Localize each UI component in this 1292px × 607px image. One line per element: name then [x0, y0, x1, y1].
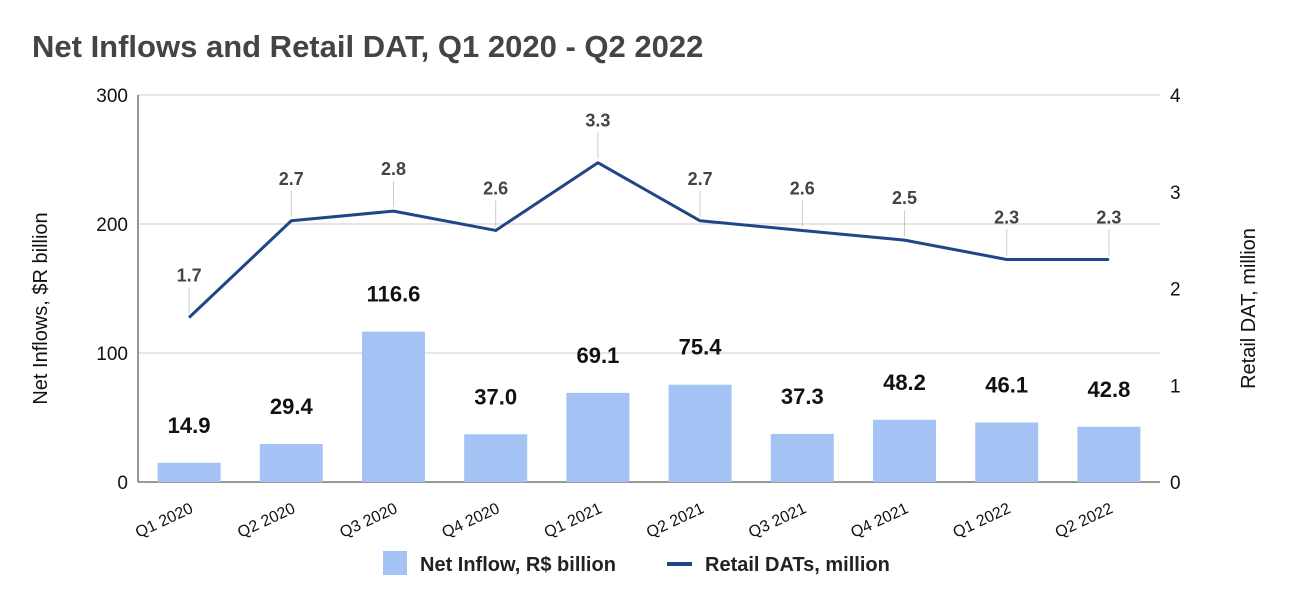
y-right-tick-label: 0 — [1170, 473, 1181, 494]
bar-value-label: 46.1 — [985, 373, 1028, 398]
line-value-label: 3.3 — [585, 111, 610, 131]
line-point — [1108, 258, 1110, 260]
bar-value-label: 48.2 — [883, 370, 926, 395]
y-left-tick-label: 100 — [96, 344, 128, 365]
x-tick-label: Q1 2020 — [133, 500, 196, 541]
line-point — [393, 210, 394, 212]
line-point — [495, 229, 497, 231]
y-left-axis-title: Net Inflows, $R billion — [30, 212, 52, 404]
line-value-label: 2.5 — [892, 188, 917, 208]
bar — [362, 331, 425, 482]
data-labels: 14.9 29.4 116.6 37.0 69.1 75.4 37.3 48.2 46.1 42.… — [168, 111, 1131, 438]
line-value-label: 2.3 — [994, 207, 1019, 227]
bar-value-label: 42.8 — [1087, 377, 1130, 402]
line-point — [904, 239, 905, 241]
x-tick-label: Q1 2021 — [542, 500, 605, 541]
line-point — [597, 162, 599, 164]
x-tick-label: Q2 2022 — [1053, 500, 1116, 541]
line-point — [699, 220, 701, 222]
bar-value-label: 116.6 — [367, 282, 421, 307]
bar — [873, 419, 936, 482]
chart-title: Net Inflows and Retail DAT, Q1 2020 - Q2… — [32, 29, 703, 64]
y-right-tick-label: 1 — [1170, 376, 1181, 397]
bar-value-label: 14.9 — [168, 413, 211, 438]
bar — [566, 392, 630, 482]
x-tick-label: Q2 2020 — [235, 500, 298, 541]
line-point — [1006, 258, 1008, 260]
y-left-tick-label: 300 — [96, 86, 128, 107]
line-series — [188, 161, 1110, 319]
line-value-label: 2.8 — [381, 159, 406, 179]
line-value-label: 2.6 — [790, 178, 815, 198]
line-path — [188, 161, 1109, 319]
legend-label-bar: Net Inflow, R$ billion — [420, 554, 616, 576]
line-value-label: 2.7 — [279, 169, 304, 189]
legend: Net Inflow, R$ billion Retail DATs, milli… — [383, 551, 890, 576]
bar-value-label: 37.0 — [474, 384, 517, 409]
y-right-tick-label: 2 — [1170, 280, 1181, 301]
line-value-label: 1.7 — [177, 266, 202, 286]
bar — [668, 384, 732, 482]
line-value-label: 2.3 — [1096, 207, 1121, 227]
bar-value-label: 69.1 — [576, 343, 619, 368]
y-left-tick-label: 0 — [117, 473, 128, 494]
x-tick-label: Q1 2022 — [951, 500, 1014, 541]
x-tick-label: Q2 2021 — [644, 500, 707, 541]
bar-value-label: 29.4 — [270, 394, 314, 419]
bar — [464, 434, 528, 482]
y-right-axis-title: Retail DAT, million — [1238, 228, 1260, 389]
line-value-label: 2.7 — [688, 169, 713, 189]
y-right-tick-label: 4 — [1170, 86, 1181, 107]
bar-value-label: 75.4 — [679, 335, 723, 360]
y-left-tick-label: 200 — [96, 215, 128, 236]
x-tick-label: Q4 2021 — [848, 500, 911, 541]
line-point — [801, 229, 803, 231]
x-tick-label: Q4 2020 — [440, 500, 503, 541]
bar — [1077, 426, 1141, 482]
bar — [157, 462, 221, 482]
line-point — [290, 220, 292, 222]
line-point — [188, 317, 190, 319]
legend-swatch-bar — [383, 551, 407, 575]
bar — [770, 433, 834, 482]
bar-value-label: 37.3 — [781, 384, 824, 409]
bar — [975, 422, 1039, 482]
line-value-label: 2.6 — [483, 178, 508, 198]
bar — [259, 444, 323, 482]
bar-series — [157, 331, 1141, 482]
y-right-tick-label: 3 — [1170, 183, 1181, 204]
legend-label-line: Retail DATs, million — [705, 554, 890, 576]
x-tick-label: Q3 2021 — [746, 500, 809, 541]
x-tick-label: Q3 2020 — [337, 500, 400, 541]
